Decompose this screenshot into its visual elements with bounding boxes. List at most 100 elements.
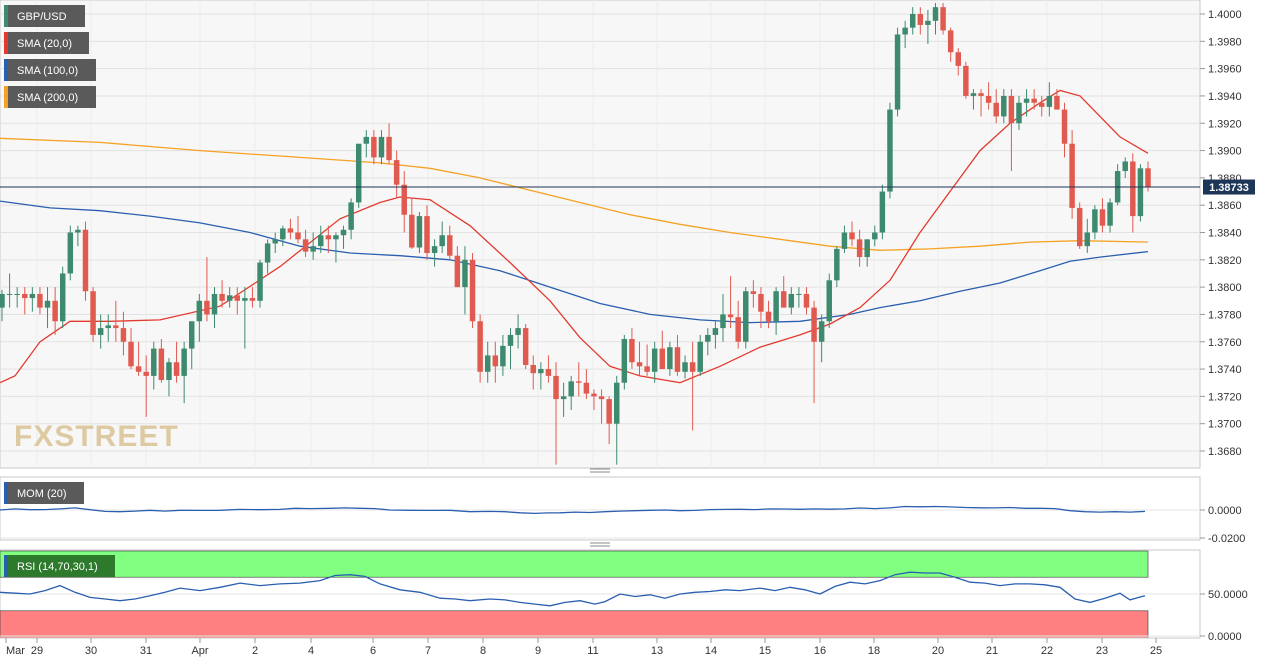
last-price-badge [1203,179,1255,195]
time-tick-label: 31 [140,645,152,657]
candle [257,259,263,308]
legend-momentum[interactable]: MOM (20) [4,482,84,504]
candle-body [105,325,111,329]
sma-100-line [0,200,1149,324]
candle [75,225,81,247]
candle-body [355,143,362,203]
candle-body [363,136,370,144]
candle-body [447,235,453,256]
candle-body [560,396,567,400]
candle-body [500,345,506,367]
price-tick-label: 1.3680 [1208,446,1242,458]
candle [841,225,848,253]
candle-body [674,347,681,372]
candle-body [1001,95,1007,117]
momentum-panel: 0.0000 -0.0200 MOM (20) [0,476,1245,547]
candle-body [758,293,764,312]
time-tick-label: 14 [705,645,717,657]
candle [803,287,810,315]
candle-body [143,371,149,376]
candle [826,273,832,329]
last-price-value: 1.38733 [1209,182,1249,194]
candle [545,355,552,383]
legend-gbpusd-label: GBP/USD [17,11,67,23]
legend-sma-100[interactable]: SMA (100,0) [4,59,96,81]
candle-body [1046,95,1053,107]
price-tick-label: 1.3800 [1208,282,1242,294]
candle-body [14,293,20,295]
candle [993,89,999,124]
candle [697,334,703,376]
candle [553,362,559,465]
candle-body [113,325,119,329]
candle [1122,157,1128,178]
candle [416,212,423,253]
candle-body [439,235,445,247]
candle [409,198,415,249]
legend-gbpusd[interactable]: GBP/USD [4,5,85,27]
candle [530,355,536,390]
candle-body [6,293,13,295]
candle [818,314,825,363]
price-legend: GBP/USD SMA (20,0) SMA (100,0) SMA (200,… [4,5,96,108]
candle [128,328,134,370]
candle-body [409,214,415,248]
candlesticks [0,3,1151,465]
candle-body [651,348,658,372]
candle [477,314,483,383]
candle [887,102,893,199]
panel-resize-handle-1[interactable] [590,468,610,473]
candle [6,273,13,308]
legend-rsi[interactable]: RSI (14,70,30,1) [4,555,115,577]
price-tick-label: 1.3920 [1208,118,1242,130]
candle [606,396,612,445]
time-tick-label: Apr [191,645,208,657]
candle-body [773,291,779,322]
candle [189,321,195,370]
candle-body [340,229,347,236]
candle [689,341,696,431]
candle-body [530,364,536,374]
candle [105,314,111,342]
candle [204,257,210,322]
candle [674,334,681,376]
candle-body [970,93,977,96]
candle [272,232,278,253]
price-tick-label: 1.3860 [1208,200,1242,212]
candle-body [469,259,476,322]
candle-body [553,375,559,400]
candle-body [978,93,984,96]
legend-sma-20[interactable]: SMA (20,0) [4,32,89,54]
candle [211,287,218,329]
time-tick-label: 21 [986,645,998,657]
candle-body [181,348,187,376]
candle [591,389,597,411]
legend-sma-200[interactable]: SMA (200,0) [4,86,96,108]
candle [750,280,757,308]
price-axis: 1.4000 1.3980 1.3960 1.3940 1.3920 1.3900 1.38… [1200,9,1242,458]
price-tick-label: 1.3760 [1208,337,1242,349]
candle-body [431,246,438,253]
candle-body [507,334,514,346]
candle [667,341,673,376]
candle [538,362,544,390]
candle-body [568,381,574,397]
candle [947,27,954,62]
candle [1046,82,1053,117]
candle [151,341,157,390]
candle [431,239,438,267]
candle [348,198,354,240]
candle [97,314,104,349]
candle [462,246,468,315]
candle [735,300,741,349]
candle [0,289,5,322]
time-tick-label: 23 [1096,645,1108,657]
panel-resize-handle-2[interactable] [590,542,610,547]
candle [636,341,643,376]
time-tick-label: 25 [1150,645,1162,657]
candle-body [689,362,696,372]
candle [484,341,491,383]
candle [242,287,248,349]
candle [280,225,286,247]
legend-rsi-label: RSI (14,70,30,1) [17,561,98,573]
